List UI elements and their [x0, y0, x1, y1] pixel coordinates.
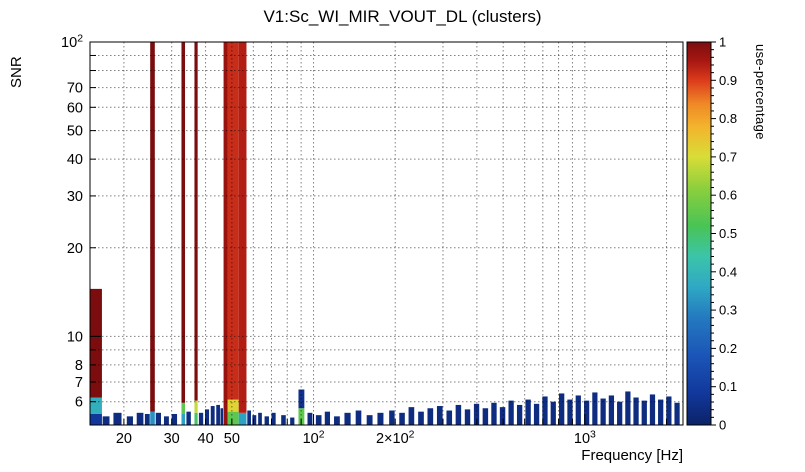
plot-frame [89, 41, 684, 426]
svg-text:103: 103 [574, 429, 596, 447]
svg-text:8: 8 [75, 358, 83, 374]
svg-text:0.5: 0.5 [719, 226, 737, 241]
svg-text:50: 50 [224, 431, 240, 447]
svg-text:0.4: 0.4 [719, 264, 737, 279]
svg-text:2×102: 2×102 [376, 429, 415, 447]
svg-text:102: 102 [303, 429, 325, 447]
svg-text:50: 50 [67, 124, 83, 140]
y-tick-labels: 6 78 10 20 30 40 50 60 70 102 [61, 33, 83, 410]
svg-text:0.3: 0.3 [719, 303, 737, 318]
colorbar: 0 0.1 0.2 0.3 0.4 0.5 0.6 0.7 0.8 0.9 1 [686, 35, 737, 433]
svg-text:6: 6 [75, 395, 83, 411]
x-tick-labels: 20 30 40 50 102 2×102 103 [116, 429, 596, 447]
svg-text:0.7: 0.7 [719, 149, 737, 164]
svg-text:20: 20 [67, 241, 83, 257]
histogram-bars [90, 42, 680, 425]
svg-text:30: 30 [67, 189, 83, 205]
svg-text:0.8: 0.8 [719, 111, 737, 126]
svg-text:30: 30 [164, 431, 180, 447]
svg-text:40: 40 [67, 152, 83, 168]
svg-text:102: 102 [61, 33, 83, 51]
colorbar-title: use-percentage [753, 44, 768, 140]
svg-text:60: 60 [67, 100, 83, 116]
svg-text:20: 20 [116, 431, 132, 447]
svg-text:0.1: 0.1 [719, 379, 737, 394]
svg-text:0.6: 0.6 [719, 188, 737, 203]
svg-text:7: 7 [75, 375, 83, 391]
svg-text:0.9: 0.9 [719, 73, 737, 88]
x-axis-title: Frequency [Hz] [581, 447, 683, 464]
chart-title: V1:Sc_WI_MIR_VOUT_DL (clusters) [263, 7, 542, 26]
axis-ticks [90, 41, 668, 426]
svg-text:0: 0 [719, 418, 726, 433]
svg-text:1: 1 [719, 35, 726, 50]
svg-text:0.2: 0.2 [719, 341, 737, 356]
svg-text:70: 70 [67, 81, 83, 97]
grid-lines [90, 42, 683, 425]
svg-text:10: 10 [67, 329, 83, 345]
svg-text:40: 40 [198, 431, 214, 447]
